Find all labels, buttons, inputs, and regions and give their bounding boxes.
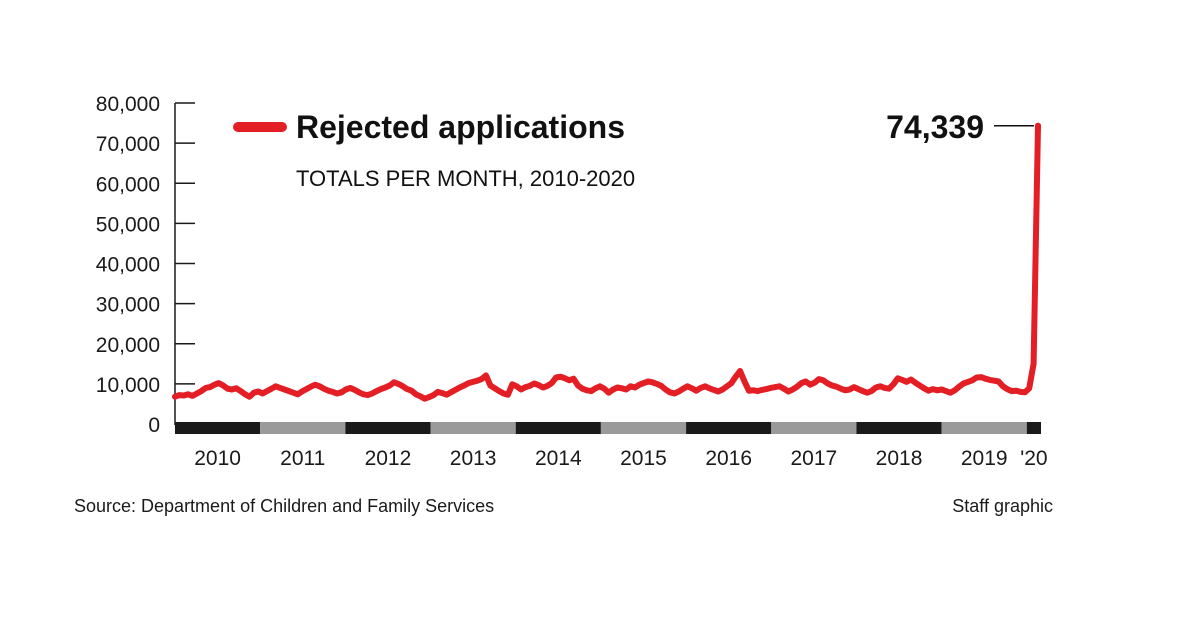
credit-note: Staff graphic xyxy=(952,496,1053,516)
year-band-segment xyxy=(430,422,516,434)
series-line-rejected-applications xyxy=(172,122,1041,402)
y-axis: 0 10,000 20,000 30,000 40,000 50,000 60,000 70,… xyxy=(96,93,195,437)
year-band-segment xyxy=(600,422,687,434)
x-tick-label: 2017 xyxy=(790,447,837,470)
x-tick-label: 2010 xyxy=(194,447,241,470)
y-tick-label: 80,000 xyxy=(96,93,160,116)
y-tick-label: 30,000 xyxy=(96,294,160,317)
peak-callout-label: 74,339 xyxy=(886,109,984,145)
x-tick-label: 2011 xyxy=(280,447,325,470)
x-axis-year-band xyxy=(175,422,1041,434)
x-tick-label: 2014 xyxy=(535,447,582,470)
y-tick-label: 70,000 xyxy=(96,133,160,156)
y-tick-label: 20,000 xyxy=(96,334,160,357)
year-band-segment xyxy=(345,422,431,434)
year-band-segment xyxy=(686,422,772,434)
x-tick-label: 2019 xyxy=(961,447,1008,470)
peak-data-point xyxy=(1035,122,1041,129)
y-tick-label: 50,000 xyxy=(96,213,160,236)
year-band-segment xyxy=(515,422,601,434)
source-note: Source: Department of Children and Famil… xyxy=(74,496,494,516)
x-tick-label: 2018 xyxy=(876,447,923,470)
year-band-segment xyxy=(1026,422,1041,434)
year-band-segment xyxy=(771,422,857,434)
y-tick-label: 60,000 xyxy=(96,173,160,196)
y-tick-label: 0 xyxy=(148,414,160,437)
x-tick-label: 2013 xyxy=(450,447,497,470)
x-tick-label: 2015 xyxy=(620,447,667,470)
legend-label: Rejected applications xyxy=(296,109,625,145)
y-tick-label: 40,000 xyxy=(96,254,160,277)
year-band-segment xyxy=(175,422,261,434)
y-tick-label: 10,000 xyxy=(96,374,160,397)
x-tick-label: 2012 xyxy=(365,447,412,470)
year-band-segment xyxy=(856,422,942,434)
chart-subtitle: TOTALS PER MONTH, 2010-2020 xyxy=(296,166,635,191)
x-tick-label: '20 xyxy=(1020,447,1047,470)
x-axis-labels: 2010 2011 2012 2013 2014 2015 2016 2017 2018 2019… xyxy=(194,447,1047,470)
series-group xyxy=(172,122,1041,402)
year-band-segment xyxy=(941,422,1027,434)
year-band-segment xyxy=(260,422,346,434)
x-tick-label: 2016 xyxy=(705,447,752,470)
